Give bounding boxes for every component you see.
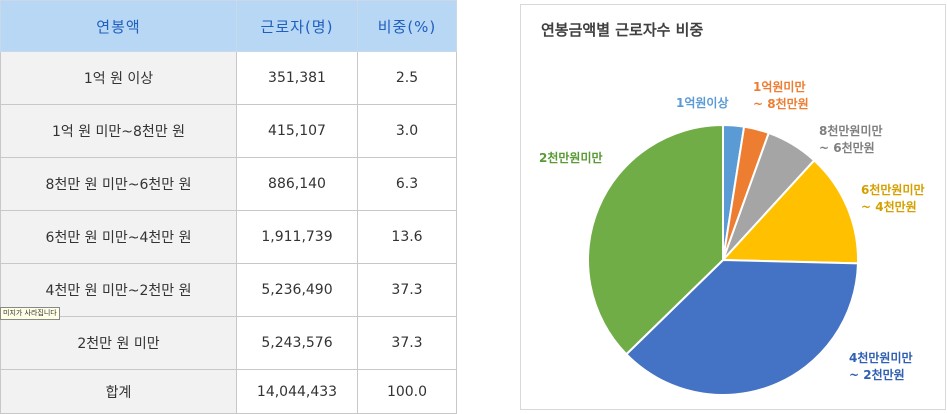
header-salary: 연봉액	[0, 0, 237, 52]
slice-label: 1억원이상	[676, 95, 729, 112]
pie-slice	[624, 258, 859, 396]
header-workers: 근로자(명)	[236, 0, 358, 52]
slice-label-line: 8천만원미만	[819, 124, 883, 138]
table-row: 6천만 원 미만~4천만 원 1,911,739 13.6	[0, 210, 457, 264]
table-row: 1억 원 이상 351,381 2.5	[0, 51, 457, 105]
pie-slice	[720, 159, 859, 265]
slice-label-line: ~ 2천만원	[849, 368, 905, 382]
tooltip: 미지가 사라집니다	[0, 307, 60, 320]
row-share: 13.6	[357, 210, 457, 264]
row-workers: 351,381	[236, 51, 358, 105]
table-row: 4천만 원 미만~2천만 원 5,236,490 37.3	[0, 263, 457, 317]
slice-label-line: 1억원미만	[753, 80, 806, 94]
slice-label: 4천만원미만 ~ 2천만원	[849, 350, 913, 384]
row-label: 1억 원 이상	[0, 51, 237, 105]
row-workers: 415,107	[236, 104, 358, 158]
slice-label-line: ~ 4천만원	[861, 200, 917, 214]
pie-chart	[587, 123, 859, 396]
slice-label-line: 6천만원미만	[861, 183, 925, 197]
row-label: 합계	[0, 369, 237, 414]
slice-label-line: ~ 6천만원	[819, 141, 875, 155]
row-label: 1억 원 미만~8천만 원	[0, 104, 237, 158]
row-workers: 14,044,433	[236, 369, 358, 414]
row-share: 100.0	[357, 369, 457, 414]
row-share: 37.3	[357, 263, 457, 317]
slice-label-line: ~ 8천만원	[753, 97, 809, 111]
row-label: 6천만 원 미만~4천만 원	[0, 210, 237, 264]
header-share: 비중(%)	[357, 0, 457, 52]
slice-label: 2천만원미만	[539, 150, 603, 167]
slice-label-line: 4천만원미만	[849, 351, 913, 365]
pie-slice	[587, 123, 724, 356]
table-row: 8천만 원 미만~6천만 원 886,140 6.3	[0, 157, 457, 211]
row-workers: 1,911,739	[236, 210, 358, 264]
slice-label: 1억원미만 ~ 8천만원	[753, 79, 809, 113]
row-share: 3.0	[357, 104, 457, 158]
slice-label: 6천만원미만 ~ 4천만원	[861, 182, 925, 216]
slice-label: 8천만원미만 ~ 6천만원	[819, 123, 883, 157]
table-total-row: 합계 14,044,433 100.0	[0, 369, 457, 414]
row-share: 6.3	[357, 157, 457, 211]
salary-table: 연봉액 근로자(명) 비중(%) 1억 원 이상 351,381 2.5 1억 …	[0, 0, 457, 414]
row-workers: 5,236,490	[236, 263, 358, 317]
row-share: 2.5	[357, 51, 457, 105]
row-label: 2천만 원 미만	[0, 316, 237, 370]
slice-label-line: 1억원이상	[676, 96, 729, 110]
table-header-row: 연봉액 근로자(명) 비중(%)	[0, 0, 457, 52]
slice-label-line: 2천만원미만	[539, 151, 603, 165]
row-workers: 886,140	[236, 157, 358, 211]
row-share: 37.3	[357, 316, 457, 370]
table-row: 1억 원 미만~8천만 원 415,107 3.0	[0, 104, 457, 158]
table-row: 2천만 원 미만 5,243,576 37.3	[0, 316, 457, 370]
row-workers: 5,243,576	[236, 316, 358, 370]
pie-chart-panel: 연봉금액별 근로자수 비중 1억원이상 1억원미만 ~ 8천만원 8천만원미만 ~ 6천…	[520, 4, 946, 410]
chart-title: 연봉금액별 근로자수 비중	[541, 21, 704, 39]
row-label: 8천만 원 미만~6천만 원	[0, 157, 237, 211]
